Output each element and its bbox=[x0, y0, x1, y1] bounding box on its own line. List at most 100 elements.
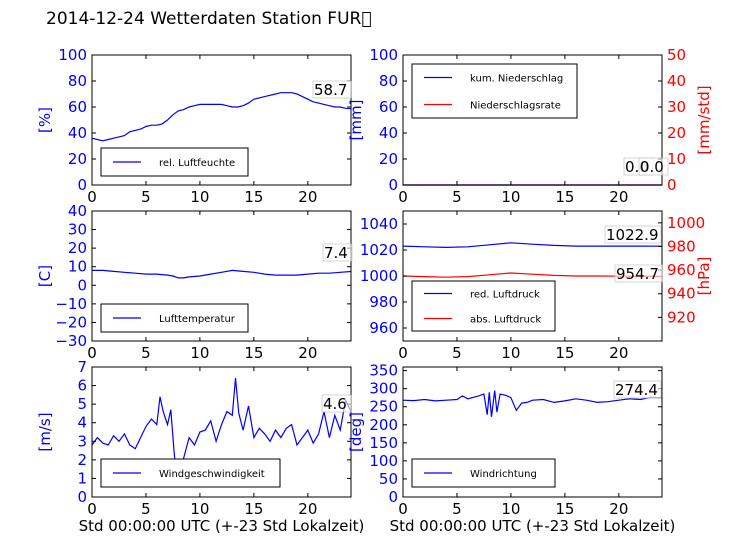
temperature-y-tick-label-5: 20 bbox=[68, 239, 87, 257]
x-axis-label-1: Std 00:00:00 UTC (+-23 Std Lokalzeit) bbox=[390, 517, 676, 535]
pressure-y-tick-label-4: 1040 bbox=[360, 215, 398, 233]
temperature-y-axis-label: [C] bbox=[36, 265, 54, 287]
precipitation-y-right-tick-label-5: 50 bbox=[667, 46, 686, 64]
wind_direction-y-tick-label-2: 100 bbox=[369, 452, 398, 470]
wind_direction-y-tick-label-3: 150 bbox=[369, 434, 398, 452]
wind_speed-x-tick-label-1: 5 bbox=[141, 500, 151, 518]
wind_direction-y-axis-label: [deg] bbox=[347, 412, 365, 452]
humidity-y-tick-label-3: 60 bbox=[68, 98, 87, 116]
pressure-y-right-tick-label-0: 920 bbox=[667, 308, 696, 326]
humidity-x-tick-label-1: 5 bbox=[141, 188, 151, 206]
humidity-series-line-0 bbox=[91, 92, 352, 142]
precipitation-y-right-tick-label-2: 20 bbox=[667, 124, 686, 142]
precipitation-y-axis-label: [mm] bbox=[347, 100, 365, 141]
wind_speed-y-tick-label-3: 3 bbox=[77, 432, 87, 450]
wind_direction-annotation-0: 274.4 bbox=[615, 381, 658, 399]
temperature-annotation-0: 7.4 bbox=[324, 244, 348, 262]
pressure-annotation-1: 954.7 bbox=[616, 265, 659, 283]
wind_direction-y-tick-label-6: 300 bbox=[369, 380, 398, 398]
humidity-annotation-box-0 bbox=[312, 80, 352, 99]
precipitation-x-tick-label-4: 20 bbox=[609, 188, 628, 206]
precipitation-y-tick-label-5: 100 bbox=[369, 46, 398, 64]
wind_speed-y-tick-label-0: 0 bbox=[77, 488, 87, 506]
precipitation-y-right-tick-label-1: 10 bbox=[667, 150, 686, 168]
wind_speed-annotation-box-0 bbox=[321, 394, 352, 413]
wind_speed-y-axis-label: [m/s] bbox=[36, 412, 54, 451]
wind_direction-x-tick-label-2: 10 bbox=[501, 500, 520, 518]
pressure-x-tick-label-0: 0 bbox=[398, 344, 408, 362]
temperature-y-tick-label-2: −10 bbox=[55, 295, 87, 313]
humidity-y-tick-label-2: 40 bbox=[68, 124, 87, 142]
humidity-annotation-0: 58.7 bbox=[314, 81, 347, 99]
pressure-legend-box bbox=[411, 280, 556, 332]
wind_speed-series-line-0 bbox=[91, 378, 352, 487]
pressure-y-tick-label-1: 980 bbox=[369, 293, 398, 311]
precipitation-annotation-1: 0.0 bbox=[640, 158, 664, 176]
temperature-x-tick-label-1: 5 bbox=[141, 344, 151, 362]
wind_speed-axes-frame bbox=[91, 366, 352, 498]
pressure-annotation-0: 1022.9 bbox=[606, 226, 659, 244]
humidity-x-tick-label-3: 15 bbox=[244, 188, 263, 206]
temperature-x-tick-label-2: 10 bbox=[190, 344, 209, 362]
precipitation-y-tick-label-4: 80 bbox=[379, 72, 398, 90]
precipitation-axes-frame bbox=[402, 54, 663, 186]
figure-title: 2014-12-24 Wetterdaten Station FUR  bbox=[46, 9, 372, 29]
wind_direction-y-tick-label-5: 250 bbox=[369, 398, 398, 416]
pressure-x-tick-label-3: 15 bbox=[555, 344, 574, 362]
wind_direction-y-tick-label-0: 0 bbox=[388, 488, 398, 506]
wind_direction-x-tick-label-4: 20 bbox=[609, 500, 628, 518]
wind_direction-y-tick-label-7: 350 bbox=[369, 362, 398, 380]
wind_speed-legend-label-0: Windgeschwindigkeit bbox=[159, 469, 265, 480]
temperature-x-tick-label-0: 0 bbox=[87, 344, 97, 362]
precipitation-y-right-tick-label-3: 30 bbox=[667, 98, 686, 116]
temperature-x-tick-label-4: 20 bbox=[298, 344, 317, 362]
temperature-y-tick-label-3: 0 bbox=[77, 276, 87, 294]
x-axis-label-0: Std 00:00:00 UTC (+-23 Std Lokalzeit) bbox=[79, 517, 365, 535]
wind_speed-y-tick-label-5: 5 bbox=[77, 395, 87, 413]
pressure-y-right-tick-label-3: 980 bbox=[667, 237, 696, 255]
precipitation-x-tick-label-1: 5 bbox=[452, 188, 462, 206]
wind_speed-x-tick-label-2: 10 bbox=[190, 500, 209, 518]
pressure-legend-label-1: abs. Luftdruck bbox=[470, 315, 541, 326]
humidity-y-tick-label-4: 80 bbox=[68, 72, 87, 90]
temperature-y-tick-label-1: −20 bbox=[55, 313, 87, 331]
wind_speed-y-tick-label-1: 1 bbox=[77, 469, 87, 487]
wind_direction-y-tick-label-1: 50 bbox=[379, 470, 398, 488]
wind_speed-x-tick-label-3: 15 bbox=[244, 500, 263, 518]
temperature-annotation-box-0 bbox=[322, 243, 353, 262]
pressure-x-tick-label-4: 20 bbox=[609, 344, 628, 362]
precipitation-legend-box bbox=[411, 63, 578, 119]
wind_speed-y-tick-label-2: 2 bbox=[77, 451, 87, 469]
wind_direction-x-tick-label-3: 15 bbox=[555, 500, 574, 518]
pressure-series-line-0 bbox=[402, 242, 663, 249]
pressure-y-tick-label-3: 1020 bbox=[360, 241, 398, 259]
temperature-x-tick-label-3: 15 bbox=[244, 344, 263, 362]
precipitation-y-right-tick-label-4: 40 bbox=[667, 72, 686, 90]
precipitation-y-right-tick-label-0: 0 bbox=[667, 176, 677, 194]
wind_direction-axes-frame bbox=[402, 366, 663, 498]
temperature-series-line-0 bbox=[92, 269, 352, 279]
wind_direction-annotation-box-0 bbox=[613, 380, 662, 399]
wind_direction-x-tick-label-1: 5 bbox=[452, 500, 462, 518]
pressure-legend-label-0: red. Luftdruck bbox=[470, 290, 540, 301]
temperature-y-tick-label-4: 10 bbox=[68, 258, 87, 276]
temperature-y-tick-label-7: 40 bbox=[68, 202, 87, 220]
humidity-legend-label-0: rel. Luftfeuchte bbox=[159, 158, 235, 169]
humidity-x-tick-label-2: 10 bbox=[190, 188, 209, 206]
wind_speed-y-tick-label-7: 7 bbox=[77, 358, 87, 376]
precipitation-legend-label-1: Niederschlagsrate bbox=[470, 101, 561, 112]
humidity-axes-frame bbox=[91, 54, 352, 186]
humidity-y-tick-label-1: 20 bbox=[68, 150, 87, 168]
precipitation-x-tick-label-0: 0 bbox=[398, 188, 408, 206]
wind_speed-y-tick-label-4: 4 bbox=[77, 414, 87, 432]
precipitation-y-axis-label-right: [mm/std] bbox=[695, 85, 713, 154]
wind_direction-series-line-0 bbox=[402, 390, 663, 417]
pressure-y-right-tick-label-1: 940 bbox=[667, 285, 696, 303]
wind_speed-y-tick-label-6: 6 bbox=[77, 377, 87, 395]
precipitation-y-tick-label-3: 60 bbox=[379, 98, 398, 116]
pressure-y-tick-label-2: 1000 bbox=[360, 267, 398, 285]
pressure-annotation-box-0 bbox=[604, 225, 662, 244]
pressure-x-tick-label-1: 5 bbox=[452, 344, 462, 362]
wind_speed-annotation-0: 4.6 bbox=[323, 395, 347, 413]
